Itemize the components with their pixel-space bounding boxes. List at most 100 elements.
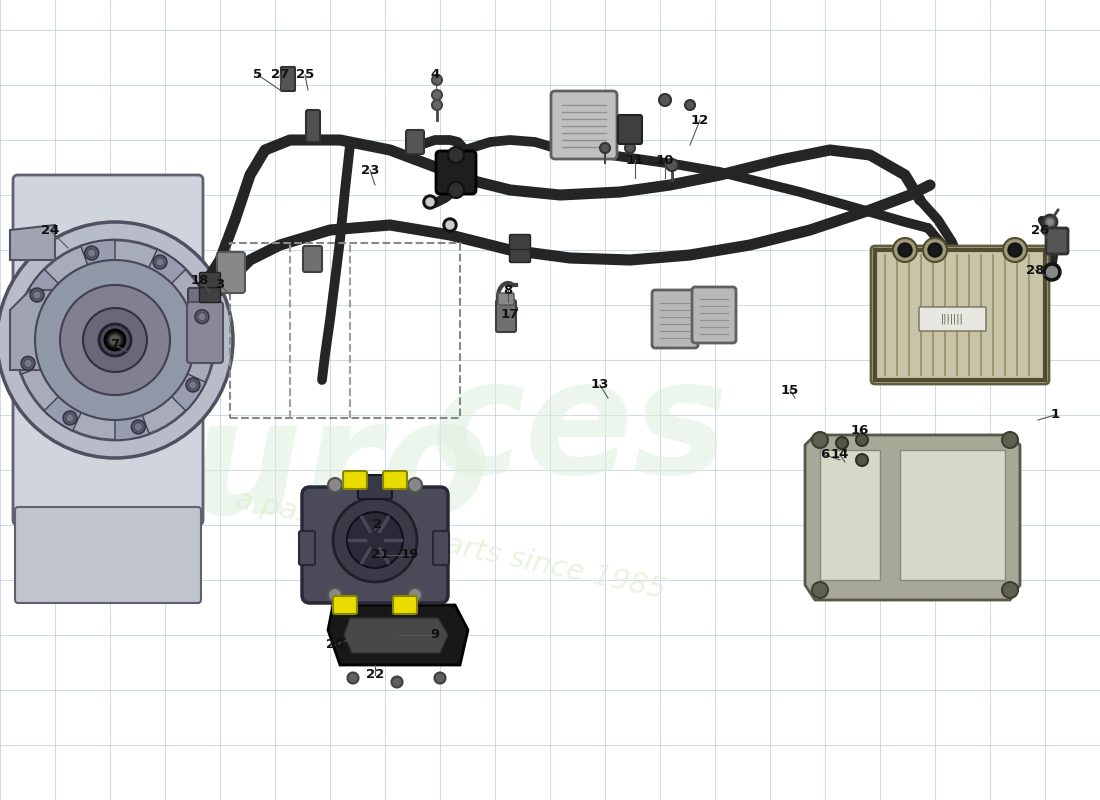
Circle shape xyxy=(15,240,214,440)
FancyBboxPatch shape xyxy=(299,531,315,565)
Text: |||||||: ||||||| xyxy=(940,314,964,324)
Circle shape xyxy=(1008,243,1022,257)
Text: 12: 12 xyxy=(691,114,710,126)
Circle shape xyxy=(189,381,197,389)
Text: 9: 9 xyxy=(430,629,440,642)
Wedge shape xyxy=(116,250,186,340)
FancyBboxPatch shape xyxy=(199,273,220,287)
FancyBboxPatch shape xyxy=(199,287,220,302)
Circle shape xyxy=(153,255,167,269)
Circle shape xyxy=(448,182,464,198)
FancyBboxPatch shape xyxy=(618,115,642,144)
Circle shape xyxy=(60,285,170,395)
FancyBboxPatch shape xyxy=(918,307,986,331)
Circle shape xyxy=(408,588,422,602)
Circle shape xyxy=(82,308,147,372)
FancyBboxPatch shape xyxy=(333,596,358,614)
Text: 8: 8 xyxy=(504,283,513,297)
Wedge shape xyxy=(80,240,116,340)
Circle shape xyxy=(856,454,868,466)
Polygon shape xyxy=(900,450,1005,580)
Text: 23: 23 xyxy=(361,163,379,177)
Circle shape xyxy=(198,313,206,321)
Text: 19: 19 xyxy=(400,549,419,562)
Text: 5: 5 xyxy=(253,69,263,82)
Circle shape xyxy=(1046,266,1057,278)
Wedge shape xyxy=(24,270,115,340)
Circle shape xyxy=(333,498,417,582)
Text: 1: 1 xyxy=(1050,409,1059,422)
Circle shape xyxy=(836,437,848,449)
Polygon shape xyxy=(328,605,468,665)
Text: 7: 7 xyxy=(110,338,120,351)
Polygon shape xyxy=(820,450,880,580)
Circle shape xyxy=(328,478,342,492)
Text: 4: 4 xyxy=(430,69,440,82)
Text: 2: 2 xyxy=(373,518,383,531)
Text: 11: 11 xyxy=(626,154,645,166)
Circle shape xyxy=(1043,263,1062,281)
Text: 13: 13 xyxy=(591,378,609,391)
FancyBboxPatch shape xyxy=(383,471,407,489)
Circle shape xyxy=(432,75,442,85)
Circle shape xyxy=(109,334,121,346)
Circle shape xyxy=(156,258,164,266)
FancyBboxPatch shape xyxy=(498,293,514,305)
Circle shape xyxy=(1046,218,1054,226)
Circle shape xyxy=(30,288,44,302)
FancyBboxPatch shape xyxy=(217,252,245,293)
Circle shape xyxy=(625,143,635,153)
Circle shape xyxy=(1002,432,1018,448)
Text: 18: 18 xyxy=(190,274,209,286)
Circle shape xyxy=(898,243,912,257)
Circle shape xyxy=(600,143,610,153)
Circle shape xyxy=(186,378,200,392)
Circle shape xyxy=(195,310,209,324)
Polygon shape xyxy=(805,435,1020,600)
Circle shape xyxy=(24,359,32,367)
Circle shape xyxy=(392,677,403,687)
FancyBboxPatch shape xyxy=(436,151,476,194)
Circle shape xyxy=(812,432,828,448)
Circle shape xyxy=(63,411,77,425)
Circle shape xyxy=(424,195,437,209)
Circle shape xyxy=(426,198,434,206)
Circle shape xyxy=(85,246,99,260)
FancyBboxPatch shape xyxy=(509,247,530,262)
Text: 22: 22 xyxy=(366,669,384,682)
Circle shape xyxy=(35,260,195,420)
FancyBboxPatch shape xyxy=(187,302,223,363)
Text: 6: 6 xyxy=(821,449,829,462)
Text: 21: 21 xyxy=(371,549,389,562)
Circle shape xyxy=(443,218,456,232)
FancyBboxPatch shape xyxy=(406,130,424,154)
FancyBboxPatch shape xyxy=(188,315,214,337)
Wedge shape xyxy=(116,340,150,440)
FancyBboxPatch shape xyxy=(433,531,449,565)
Polygon shape xyxy=(10,225,55,260)
Text: 20: 20 xyxy=(326,638,344,651)
FancyBboxPatch shape xyxy=(496,300,516,332)
FancyBboxPatch shape xyxy=(509,234,530,250)
FancyBboxPatch shape xyxy=(871,246,1049,384)
FancyBboxPatch shape xyxy=(652,290,698,348)
Circle shape xyxy=(33,291,41,299)
FancyBboxPatch shape xyxy=(692,287,736,343)
Circle shape xyxy=(434,673,446,683)
Circle shape xyxy=(432,100,442,110)
Circle shape xyxy=(928,243,942,257)
Text: a passion for parts since 1985: a passion for parts since 1985 xyxy=(232,486,668,605)
Circle shape xyxy=(88,249,96,257)
Text: 15: 15 xyxy=(781,383,799,397)
Circle shape xyxy=(432,90,442,100)
Circle shape xyxy=(448,147,464,163)
FancyBboxPatch shape xyxy=(280,67,295,91)
FancyBboxPatch shape xyxy=(393,596,417,614)
Circle shape xyxy=(856,434,868,446)
Text: 28: 28 xyxy=(1026,263,1044,277)
Polygon shape xyxy=(10,290,55,370)
Text: 14: 14 xyxy=(830,449,849,462)
Bar xyxy=(230,243,460,418)
Circle shape xyxy=(99,324,131,356)
Circle shape xyxy=(346,512,403,568)
